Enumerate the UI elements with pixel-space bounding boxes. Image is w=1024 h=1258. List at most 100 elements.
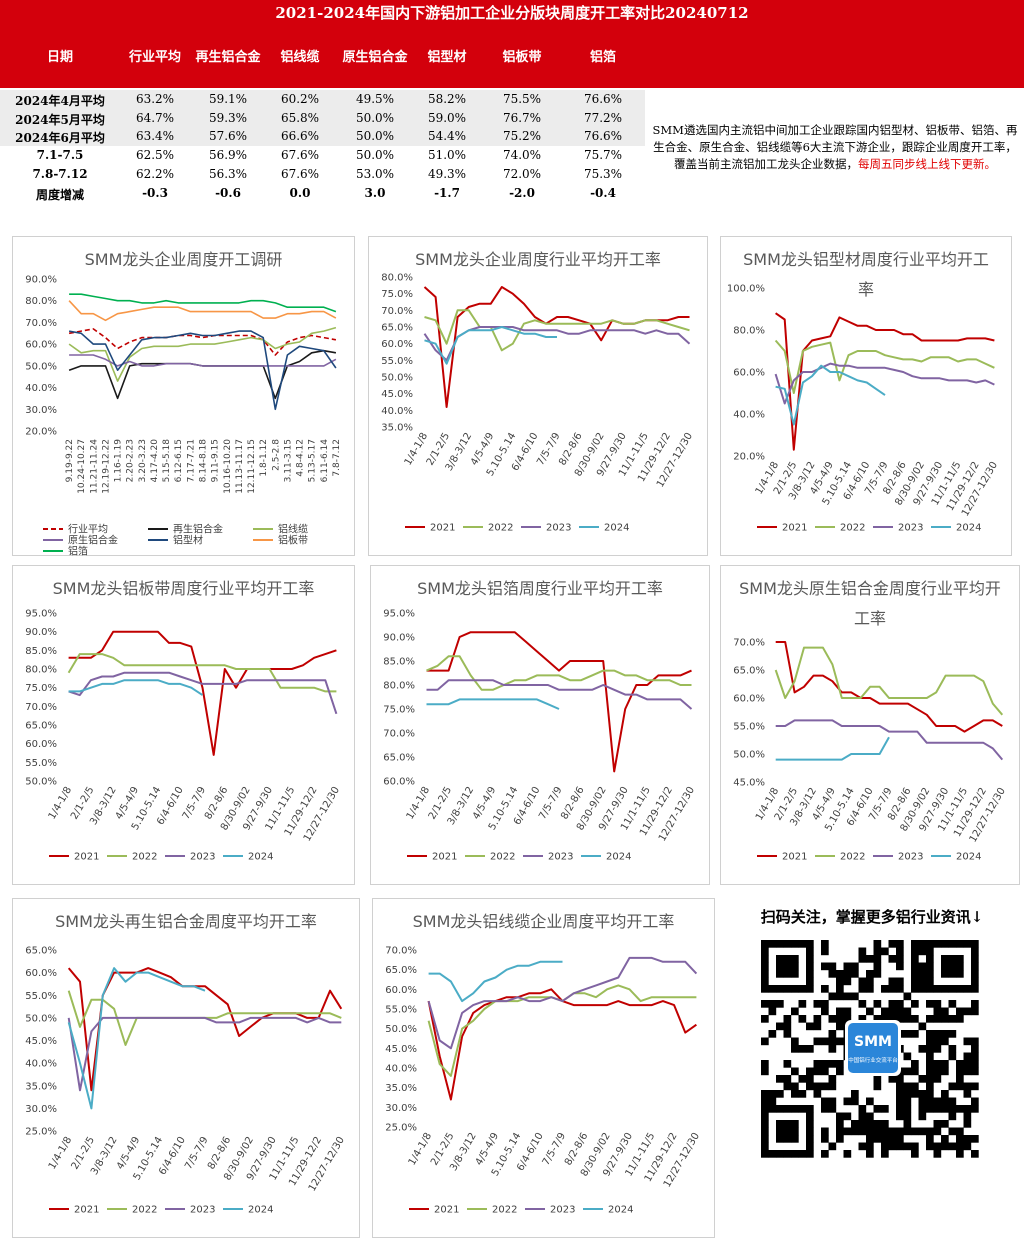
table-cell: 67.6% [280,166,320,181]
qr-cell [866,1150,874,1158]
qr-cell [933,1067,942,1076]
qr-cell [873,1127,882,1136]
legend-label: 再生铝合金 [173,523,223,536]
qr-cell [956,1142,964,1151]
series-line [427,956,698,1050]
qr-cell [903,1142,912,1151]
qr-cell [888,1127,897,1136]
x-tick-label: 12.11-12.15 [247,439,257,494]
qr-cell [783,970,792,978]
table-header: 铝线缆 [280,50,320,65]
series-line [775,736,890,761]
qr-cell [896,1007,904,1016]
qr-cell [761,940,769,948]
qr-cell [858,1000,867,1008]
table-cell: 75.2% [502,129,542,144]
qr-cell [821,985,829,993]
legend-label: 2023 [548,852,573,863]
qr-cell [828,1142,837,1151]
qr-cell [813,1060,822,1068]
y-tick-label: 35.0% [25,1081,57,1092]
chart-panel: 60.0% 65.0% 70.0% 75.0% 80.0% 85.0% 90.0% 95.0%… [370,565,710,885]
qr-cell [956,1150,964,1158]
x-tick-label: 11.21-11.24 [89,439,99,494]
qr-cell [941,1135,949,1143]
qr-cell [821,1105,829,1113]
chart: 50.0% 55.0% 60.0% 65.0% 70.0% 75.0% 80.0% 85.0%… [25,609,342,863]
legend-label: 2021 [432,852,457,863]
qr-cell [971,1135,979,1143]
qr-cell [903,1127,912,1136]
qr-cell [933,985,942,993]
qr-cell [948,985,957,993]
qr-cell [926,1105,934,1113]
table-cell: 59.3% [208,110,248,125]
qr-cell [783,1127,792,1136]
qr-cell [843,970,852,978]
qr-cell [783,1135,792,1143]
qr-cell [783,1015,792,1023]
series-line [774,646,1004,716]
qr-cell [896,1000,904,1008]
table-cell: 54.4% [427,129,467,144]
table-header: 行业平均 [128,50,182,65]
qr-cell [813,1090,822,1098]
series-line [426,698,560,710]
y-tick-label: 50.0% [381,373,413,384]
chart-title: SMM龙头铝箔周度行业平均开工率 [417,579,663,598]
qr-cell [911,1142,919,1151]
qr-cell [821,1067,829,1076]
qr-cell [888,940,897,948]
qr-cell [836,1022,844,1031]
qr-cell [821,1000,829,1008]
qr-cell [873,1082,882,1091]
qr-cell [761,977,769,986]
qr-cell [776,1120,784,1128]
qr-cell [956,970,964,978]
qr-cell [806,955,814,963]
qr-cell [776,1022,784,1031]
y-tick-label: 60.0% [25,968,57,979]
y-tick-label: 30.0% [385,1103,417,1114]
qr-cell [761,970,769,978]
qr-cell [851,1090,859,1098]
qr-cell [918,1022,927,1031]
qr-cell [896,977,904,986]
qr-cell [963,1112,972,1121]
qr-cell [903,1082,912,1091]
qr-cell [791,955,799,963]
x-tick-label: 6.12-6.15 [174,439,184,482]
table-cell: 50.0% [355,148,395,163]
qr-cell [881,1120,889,1128]
qr-cell [926,1075,934,1083]
qr-cell [768,1105,777,1113]
qr-cell [761,1135,769,1143]
qr-cell [911,1000,919,1008]
qr-cell [963,1007,972,1016]
chart: 60.0% 65.0% 70.0% 75.0% 80.0% 85.0% 90.0% 95.0%… [383,609,697,863]
legend-label: 2023 [898,523,923,534]
y-tick-label: 90.0% [25,627,57,638]
qr-cell [926,947,934,956]
qr-cell [971,1105,979,1113]
qr-cell [881,1007,889,1016]
qr-cell [971,1045,979,1053]
qr-cell [851,1097,859,1106]
table-cell: 60.2% [280,92,320,106]
qr-cell [926,1015,934,1023]
legend-label: 铝型材 [173,534,203,547]
qr-cell [918,1075,927,1083]
series-line [427,984,697,1077]
qr-cell [813,1015,822,1023]
table-cell: 50.0% [355,110,395,125]
chart: 20.0%40.0%60.0%80.0%100.0%1/4-1/82/1-2/5… [727,284,1000,534]
legend-label: 2021 [782,852,807,863]
y-tick-label: 70.0% [25,702,57,713]
qr-cell [806,1045,814,1053]
legend-label: 2024 [248,852,273,863]
qr-cell [813,1000,822,1008]
qr-cell [798,1150,807,1158]
series-line [67,967,206,1110]
qr-cell [761,1150,769,1158]
y-tick-label: 80.0% [25,296,57,307]
